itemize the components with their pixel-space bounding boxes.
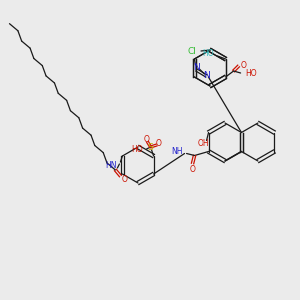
Text: O: O [156,140,161,148]
Text: S: S [148,142,154,152]
Text: HO: HO [202,50,214,58]
Text: N: N [203,71,210,80]
Text: Cl: Cl [187,47,196,56]
Text: OH: OH [198,139,209,148]
Text: O: O [190,165,196,174]
Text: O: O [241,61,247,70]
Text: NH: NH [171,147,182,156]
Text: N: N [193,64,200,73]
Text: HN: HN [105,160,116,169]
Text: HO: HO [131,146,142,154]
Text: O: O [122,175,127,184]
Text: HO: HO [246,70,257,79]
Text: O: O [144,136,149,145]
